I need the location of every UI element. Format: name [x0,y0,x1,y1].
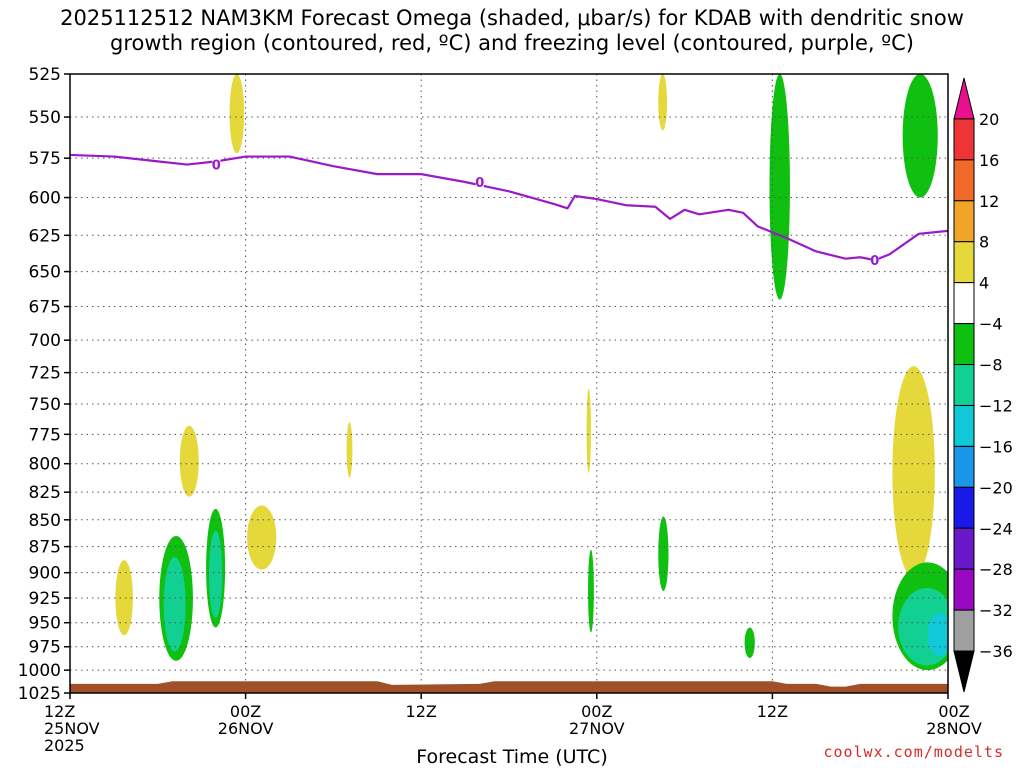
colorbar-swatch-1 [953,118,975,161]
colorbar-label-0: 20 [979,110,999,129]
colorbar-label-11: −28 [979,560,1013,579]
colorbar-swatch-5 [953,282,975,325]
y-tick-label-8: 725 [29,364,61,384]
omega-region-3 [247,505,277,570]
freezing-level-line [70,153,948,262]
terrain [70,681,948,693]
y-tick-label-17: 950 [29,614,61,634]
y-tick-label-0: 525 [29,65,61,85]
y-tick-label-10: 775 [29,425,61,445]
omega-region-11 [658,516,669,591]
colorbar-swatch-3 [953,200,975,243]
colorbar-swatch-2 [953,159,975,202]
y-tick-label-19: 1000 [18,661,61,681]
y-tick-label-11: 800 [29,455,61,475]
colorbar-label-12: −32 [979,601,1013,620]
omega-region-0 [229,74,245,154]
omega-region-5 [586,389,591,473]
y-tick-label-20: 1025 [18,684,61,704]
colorbar-label-9: −20 [979,478,1013,497]
x-tick-label-4-0: 12Z [757,702,788,721]
x-tick-label-2-0: 12Z [406,702,437,721]
colorbar-label-10: −24 [979,519,1013,538]
y-tick-label-4: 625 [29,226,61,246]
x-tick-label-0-0: 12Z [44,702,75,721]
colorbar-label-5: −4 [979,315,1003,334]
colorbar-swatch-11 [953,527,975,570]
y-tick-label-16: 925 [29,589,61,609]
y-tick-label-1: 550 [29,108,61,128]
x-tick-label-1-0: 00Z [230,702,261,721]
x-tick-label-0-2: 2025 [44,736,85,755]
x-tick-label-3-1: 27NOV [569,719,625,738]
freezing-level-label-2: 0 [870,254,879,269]
y-tick-label-6: 675 [29,298,61,318]
y-tick-label-13: 850 [29,511,61,531]
freezing-label-bg-0 [212,157,221,172]
omega-region-13 [744,627,755,659]
plot-frame [69,73,949,694]
colorbar-label-7: −12 [979,396,1013,415]
x-tick-label-3-0: 00Z [581,702,612,721]
omega-region-17 [209,530,223,618]
colorbar-swatch-7 [953,364,975,406]
colorbar-label-6: −8 [979,356,1003,375]
x-axis-label: Forecast Time (UTC) [416,746,608,768]
x-tick-label-1-1: 26NOV [218,719,274,738]
colorbar-swatch-4 [953,241,975,284]
omega-region-1 [115,560,133,636]
omega-region-2 [179,425,199,497]
plot-area: 0 0 0 [70,74,948,693]
y-tick-label-9: 750 [29,395,61,415]
freezing-label-bg-2 [870,253,879,268]
omega-region-10 [588,549,594,633]
colorbar-swatch-13 [953,609,975,652]
colorbar-swatch-12 [953,568,975,611]
y-tick-label-18: 975 [29,638,61,658]
freezing-level-label-1: 0 [475,176,484,191]
y-tick-label-2: 575 [29,149,61,169]
omega-region-19 [927,612,948,657]
colorbar-swatch-6 [953,323,975,366]
colorbar: 20 16 12 8 4 −4 −8 −12 −16 −20 −24 −28 −32 −36 [953,77,1013,693]
colorbar-swatch-9 [953,445,975,488]
omega-region-4 [346,422,353,478]
x-tick-label-5-1: 28NOV [926,719,982,738]
chart-title: 2025112512 NAM3KM Forecast Omega (shaded… [60,6,964,55]
axes: 525 550 575 600 625 650 675 700 725 750 775 800 825 8… [18,65,982,755]
omega-region-16 [163,557,186,652]
x-tick-label-0-1: 25NOV [44,719,100,738]
colorbar-swatch-8 [953,404,975,447]
colorbar-swatch-14 [953,650,975,693]
plot-clip: 0 0 0 [70,74,948,693]
colorbar-label-3: 8 [979,233,989,252]
colorbar-label-4: 4 [979,274,989,293]
colorbar-swatch-0 [953,77,975,120]
colorbar-label-2: 12 [979,192,999,211]
y-tick-label-5: 650 [29,263,61,283]
freezing-level-label-0: 0 [212,159,221,174]
colorbar-label-8: −16 [979,437,1013,456]
colorbar-label-13: −36 [979,642,1013,661]
freezing-label-bg-1 [475,174,484,189]
omega-region-6 [658,74,668,131]
y-tick-label-12: 825 [29,483,61,503]
x-tick-label-5-0: 00Z [938,702,969,721]
y-tick-label-15: 900 [29,564,61,584]
y-tick-label-14: 875 [29,538,61,558]
colorbar-label-1: 16 [979,151,999,170]
credit-text: coolwx.com/modelts [823,743,1004,761]
y-tick-label-3: 600 [29,189,61,209]
omega-region-7 [892,366,935,578]
colorbar-swatch-10 [953,486,975,529]
omega-region-14 [902,74,938,198]
omega-region-12 [769,74,790,300]
y-tick-label-7: 700 [29,331,61,351]
